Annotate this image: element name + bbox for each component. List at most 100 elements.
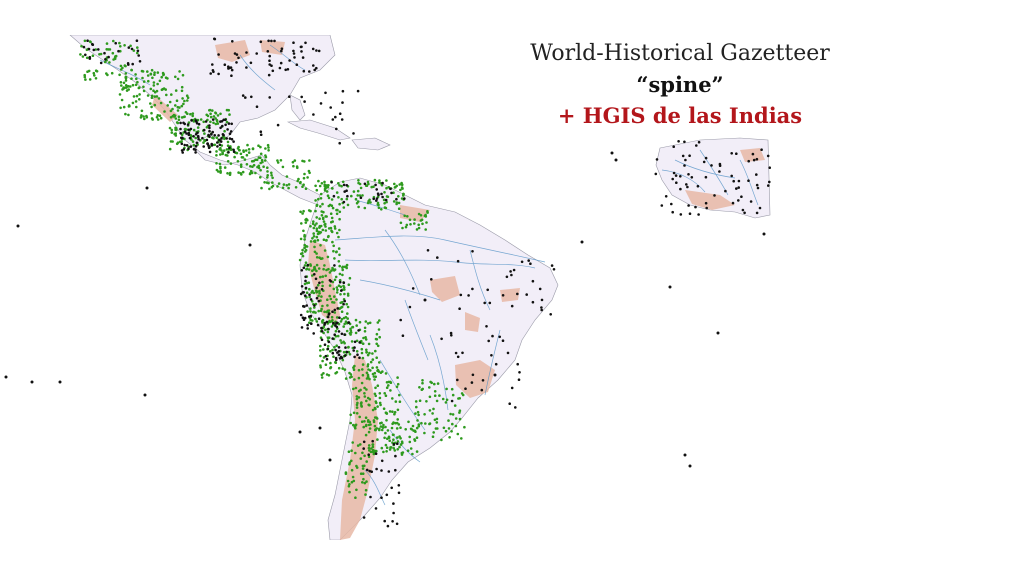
hgis-point: [458, 409, 462, 413]
hgis-point: [349, 329, 353, 332]
hgis-point: [303, 264, 307, 267]
whg-point: [352, 132, 355, 135]
hgis-point: [374, 375, 378, 379]
hgis-point: [382, 423, 385, 427]
hgis-point: [329, 361, 332, 365]
hgis-point: [91, 54, 95, 57]
hgis-point: [340, 317, 344, 321]
whg-point: [219, 140, 223, 143]
hgis-point: [433, 390, 437, 393]
whg-point: [550, 264, 554, 267]
hgis-point: [319, 275, 322, 279]
whg-point: [687, 173, 690, 176]
hgis-point: [361, 356, 365, 360]
hgis-point: [162, 87, 166, 90]
whg-point: [490, 354, 493, 357]
hgis-point: [317, 179, 320, 183]
hgis-point: [359, 472, 363, 476]
whg-point: [187, 147, 190, 150]
whg-point: [197, 135, 200, 139]
hgis-point: [237, 145, 240, 149]
hgis-point: [181, 73, 185, 77]
hgis-point: [385, 446, 389, 450]
whg-point: [227, 122, 231, 125]
hgis-point: [368, 351, 371, 355]
hgis-point: [319, 197, 323, 200]
whg-point: [336, 351, 339, 354]
whg-point: [288, 59, 291, 62]
whg-point: [376, 192, 380, 195]
hgis-point: [177, 118, 181, 121]
whg-point: [312, 113, 315, 116]
hgis-point: [134, 73, 137, 76]
hgis-point: [83, 75, 87, 79]
whg-point: [197, 137, 200, 141]
whg-point: [302, 304, 305, 308]
whg-point: [506, 351, 510, 355]
whg-point: [737, 186, 740, 189]
whg-point: [84, 53, 87, 57]
whg-point: [127, 46, 131, 49]
whg-point: [383, 519, 387, 523]
hgis-point: [180, 85, 184, 89]
hgis-point: [168, 126, 172, 130]
hgis-point: [396, 408, 400, 412]
whg-point: [458, 307, 461, 311]
hgis-point: [313, 250, 317, 254]
hgis-point: [396, 376, 399, 379]
whg-point: [300, 326, 304, 329]
whg-point: [529, 262, 532, 266]
whg-point: [315, 286, 318, 290]
hgis-point: [125, 89, 129, 92]
whg-point: [358, 356, 361, 360]
whg-point: [226, 128, 229, 131]
landmass-cuba: [286, 119, 351, 141]
whg-point: [88, 57, 92, 60]
whg-point: [386, 524, 390, 528]
hgis-point: [119, 106, 122, 110]
hgis-point: [366, 353, 370, 357]
hgis-point: [309, 264, 313, 267]
hgis-point: [146, 74, 150, 77]
whg-point: [450, 334, 453, 337]
whg-point: [195, 122, 199, 125]
whg-point: [697, 140, 701, 144]
hgis-point: [460, 437, 463, 440]
hgis-point: [118, 93, 122, 96]
hgis-point: [320, 214, 324, 217]
hgis-point: [153, 71, 156, 74]
whg-point: [389, 187, 392, 191]
hgis-point: [382, 450, 385, 454]
hgis-point: [349, 421, 353, 425]
hgis-point: [340, 197, 344, 201]
hgis-point: [149, 87, 153, 91]
whg-point: [82, 45, 86, 49]
hgis-point: [341, 273, 344, 277]
hgis-point: [351, 325, 355, 329]
hgis-point: [373, 449, 376, 453]
hgis-point: [262, 165, 265, 168]
hgis-point: [127, 113, 130, 117]
hgis-point: [333, 227, 337, 230]
hgis-point: [388, 448, 392, 451]
hgis-point: [358, 320, 362, 324]
whg-point: [368, 469, 372, 473]
whg-point: [232, 148, 235, 152]
hgis-point: [361, 467, 365, 470]
whg-point: [230, 68, 234, 72]
whg-point: [509, 270, 512, 273]
hgis-point: [79, 53, 82, 56]
whg-point: [527, 259, 530, 262]
whg-point: [249, 61, 253, 65]
hgis-point: [378, 392, 382, 395]
whg-point: [346, 194, 349, 198]
hgis-point: [396, 382, 400, 386]
hgis-point: [132, 49, 136, 52]
whg-point: [230, 137, 234, 141]
whg-point: [342, 183, 346, 187]
whg-point: [755, 173, 758, 176]
whg-point: [309, 322, 313, 325]
hgis-point: [420, 388, 424, 392]
hgis-point: [238, 149, 241, 152]
whg-point: [471, 373, 475, 377]
